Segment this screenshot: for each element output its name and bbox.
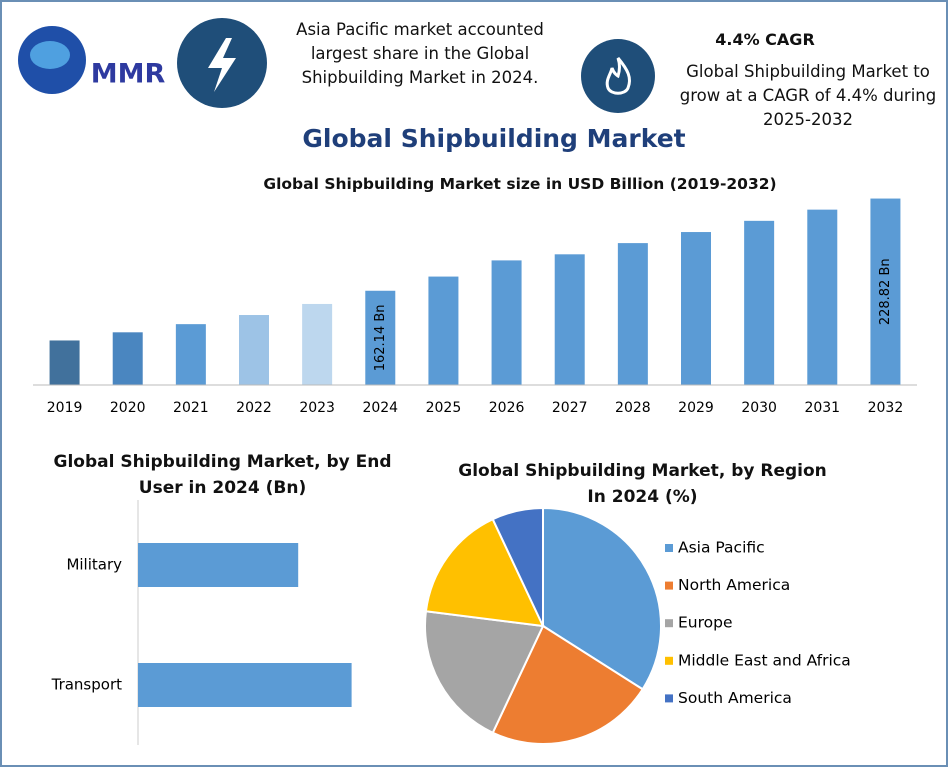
x-tick-label: 2027 bbox=[552, 400, 588, 416]
bar bbox=[112, 332, 143, 385]
legend-label: Europe bbox=[678, 614, 733, 632]
bar bbox=[617, 243, 648, 385]
bar bbox=[807, 209, 838, 385]
x-tick-label: 2030 bbox=[741, 400, 777, 416]
x-tick-label: 2029 bbox=[678, 400, 714, 416]
bar bbox=[491, 260, 522, 385]
x-tick-label: 2020 bbox=[110, 400, 146, 416]
cagr-text: Global Shipbuilding Market to grow at a … bbox=[679, 62, 937, 129]
bar bbox=[175, 324, 206, 385]
bar bbox=[365, 290, 396, 385]
legend-label: South America bbox=[678, 689, 792, 707]
logo-land bbox=[30, 41, 70, 69]
bar bbox=[302, 303, 333, 385]
x-tick-label: 2021 bbox=[173, 400, 209, 416]
legend-swatch bbox=[665, 619, 673, 628]
pie-slice bbox=[424, 610, 545, 735]
bar bbox=[138, 663, 352, 707]
chart-title: Global Shipbuilding Market, by Region In… bbox=[458, 461, 827, 507]
chart-title: Global Shipbuilding Market, by End User … bbox=[53, 452, 392, 498]
bar bbox=[744, 220, 775, 385]
cagr-title: 4.4% CAGR bbox=[715, 30, 815, 49]
x-tick-label: 2025 bbox=[426, 400, 462, 416]
lightning-icon bbox=[208, 38, 236, 92]
x-tick-label: 2019 bbox=[47, 400, 83, 416]
x-tick-label: 2026 bbox=[489, 400, 525, 416]
main-title: Global Shipbuilding Market bbox=[302, 124, 685, 153]
bar bbox=[554, 254, 585, 385]
legend-label: Asia Pacific bbox=[678, 539, 765, 557]
bar bbox=[239, 315, 269, 385]
y-tick-label: Military bbox=[66, 556, 122, 574]
legend-label: Middle East and Africa bbox=[678, 651, 851, 669]
flame-icon bbox=[605, 57, 632, 95]
pie-slice bbox=[491, 624, 645, 745]
bar bbox=[49, 340, 80, 385]
bar bbox=[428, 276, 459, 385]
logo-text: MMR bbox=[91, 59, 166, 90]
bar bbox=[138, 543, 299, 587]
pie-slice bbox=[424, 517, 545, 628]
value-label: 162.14 Bn bbox=[373, 304, 388, 371]
note-text: Asia Pacific market accounted largest sh… bbox=[296, 20, 544, 87]
x-tick-label: 2024 bbox=[362, 400, 398, 416]
x-tick-label: 2028 bbox=[615, 400, 651, 416]
legend-swatch bbox=[665, 544, 673, 552]
x-tick-label: 2023 bbox=[299, 400, 335, 416]
x-tick-label: 2032 bbox=[868, 400, 904, 416]
bar bbox=[870, 198, 901, 385]
value-label: 228.82 Bn bbox=[878, 258, 893, 325]
legend-swatch bbox=[665, 656, 673, 665]
x-tick-label: 2022 bbox=[236, 400, 272, 416]
x-tick-label: 2031 bbox=[804, 400, 840, 416]
y-tick-label: Transport bbox=[51, 676, 123, 694]
bar bbox=[681, 232, 711, 385]
chart-title: Global Shipbuilding Market size in USD B… bbox=[263, 175, 777, 193]
legend-swatch bbox=[665, 581, 673, 590]
legend-label: North America bbox=[678, 576, 790, 594]
pie-slice bbox=[491, 506, 544, 627]
legend-swatch bbox=[665, 694, 673, 703]
